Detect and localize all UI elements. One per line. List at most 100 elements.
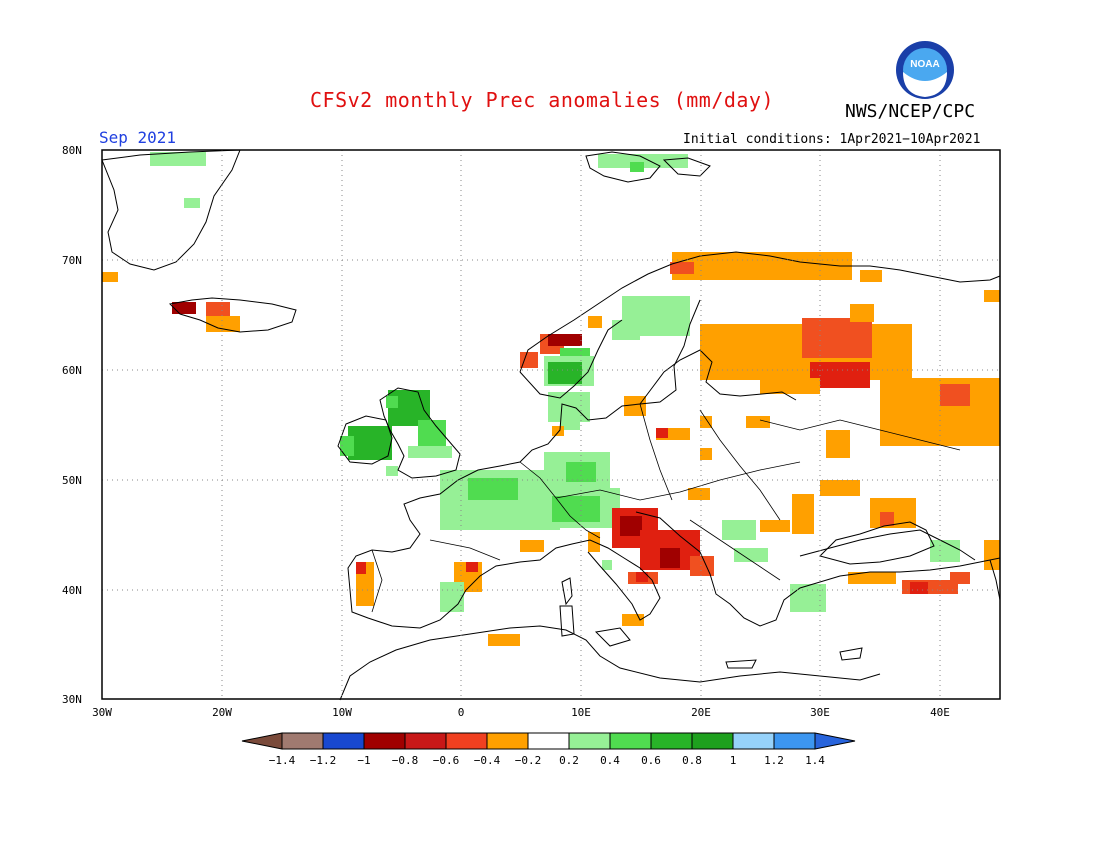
lon-label: 20E: [691, 706, 711, 719]
anomaly-cell: [552, 496, 600, 522]
anomaly-cell: [566, 462, 596, 482]
initial-conditions: Initial conditions: 1Apr2021−10Apr2021: [683, 132, 981, 147]
colorbar: −1.4 −1.2 −1 −0.8 −0.6 −0.4 −0.2 0.2 0.4 0.6 0.8 1 1…: [241, 732, 856, 767]
colorbar-swatch: [404, 732, 447, 750]
colorbar-swatch: [363, 732, 406, 750]
anomaly-cell: [722, 520, 756, 540]
colorbar-label: 0.8: [682, 754, 702, 767]
anomaly-cells: [102, 152, 1000, 646]
colorbar-swatch: [445, 732, 488, 750]
agency-label: NWS/NCEP/CPC: [845, 101, 976, 122]
anomaly-cell: [700, 416, 712, 428]
anomaly-cell: [848, 572, 896, 584]
anomaly-cell: [910, 582, 928, 594]
anomaly-cell: [930, 540, 960, 562]
colorbar-label: 0.6: [641, 754, 661, 767]
anomaly-cell: [560, 348, 590, 356]
colorbar-arrow-left: [241, 732, 283, 750]
anomaly-cell: [386, 466, 398, 476]
colorbar-label: 1.2: [764, 754, 784, 767]
forecast-month: Sep 2021: [99, 128, 177, 147]
lon-label: 20W: [212, 706, 232, 719]
map-frame: [101, 149, 1001, 700]
anomaly-cell: [508, 516, 520, 528]
colorbar-label: 0.4: [600, 754, 620, 767]
anomaly-cell: [670, 262, 694, 274]
anomaly-cell: [802, 318, 872, 358]
colorbar-label: −0.2: [515, 754, 542, 767]
anomaly-cell: [602, 560, 612, 570]
anomaly-cell: [348, 426, 392, 460]
anomaly-cell: [880, 512, 894, 526]
colorbar-swatch: [609, 732, 652, 750]
colorbar-swatch: [732, 732, 775, 750]
anomaly-cell: [620, 516, 642, 536]
anomaly-cell: [172, 302, 196, 314]
lon-label: 30W: [92, 706, 112, 719]
anomaly-cell: [690, 556, 714, 576]
lat-label: 60N: [62, 364, 82, 377]
anomaly-cell: [700, 448, 712, 460]
colorbar-arrow-right: [814, 732, 856, 750]
anomaly-cell: [734, 548, 768, 562]
anomaly-cell: [672, 252, 852, 280]
anomaly-cell: [386, 396, 398, 408]
anomaly-cell: [760, 520, 790, 532]
colorbar-swatch: [527, 732, 570, 750]
anomaly-cell: [408, 446, 452, 458]
coastlines: [101, 149, 1001, 701]
anomaly-cell: [826, 430, 850, 458]
colorbar-swatch: [322, 732, 365, 750]
anomaly-cell: [552, 426, 564, 436]
colorbar-swatch: [281, 732, 324, 750]
latitude-axis: 80N 70N 60N 50N 40N 30N: [62, 144, 82, 706]
lon-label: 40E: [930, 706, 950, 719]
anomaly-cell: [612, 320, 640, 340]
colorbar-label: −1: [357, 754, 370, 767]
anomaly-cell: [656, 428, 668, 438]
anomaly-cell: [560, 420, 580, 430]
colorbar-label: −1.4: [269, 754, 296, 767]
anomaly-cell: [660, 548, 680, 568]
anomaly-cell: [598, 154, 688, 168]
anomaly-cell: [688, 488, 710, 500]
anomaly-cell: [466, 562, 478, 572]
map-grid: [102, 150, 1000, 699]
anomaly-cell: [488, 634, 520, 646]
anomaly-cell: [356, 562, 366, 574]
colorbar-swatch: [650, 732, 693, 750]
colorbar-swatch: [568, 732, 611, 750]
anomaly-cell: [860, 270, 882, 282]
anomaly-cell: [984, 540, 1000, 570]
anomaly-cell: [850, 304, 874, 322]
lon-label: 10E: [571, 706, 591, 719]
anomaly-cell: [624, 396, 646, 416]
anomaly-cell: [548, 362, 582, 384]
anomaly-cell: [150, 152, 206, 166]
anomaly-cell: [792, 494, 814, 534]
anomaly-cell: [790, 584, 826, 612]
anomaly-cell: [746, 416, 770, 428]
longitude-axis: 30W 20W 10W 0 10E 20E 30E 40E: [92, 706, 950, 719]
anomaly-cell: [984, 290, 1000, 302]
anomaly-cell: [950, 572, 970, 584]
anomaly-cell: [588, 316, 602, 328]
colorbar-label: −0.6: [433, 754, 460, 767]
lon-label: 0: [458, 706, 465, 719]
colorbar-label: 1.4: [805, 754, 825, 767]
anomaly-cell: [206, 316, 240, 332]
anomaly-cell: [184, 198, 200, 208]
anomaly-cell: [520, 352, 538, 368]
anomaly-cell: [820, 480, 860, 496]
noaa-logo: NOAA: [895, 40, 955, 100]
lon-label: 30E: [810, 706, 830, 719]
anomaly-cell: [468, 478, 518, 500]
colorbar-label: 0.2: [559, 754, 579, 767]
colorbar-swatch: [691, 732, 734, 750]
anomaly-cell: [340, 436, 354, 456]
colorbar-label: −0.8: [392, 754, 419, 767]
colorbar-label: 1: [730, 754, 737, 767]
anomaly-cell: [440, 582, 464, 612]
lat-label: 40N: [62, 584, 82, 597]
